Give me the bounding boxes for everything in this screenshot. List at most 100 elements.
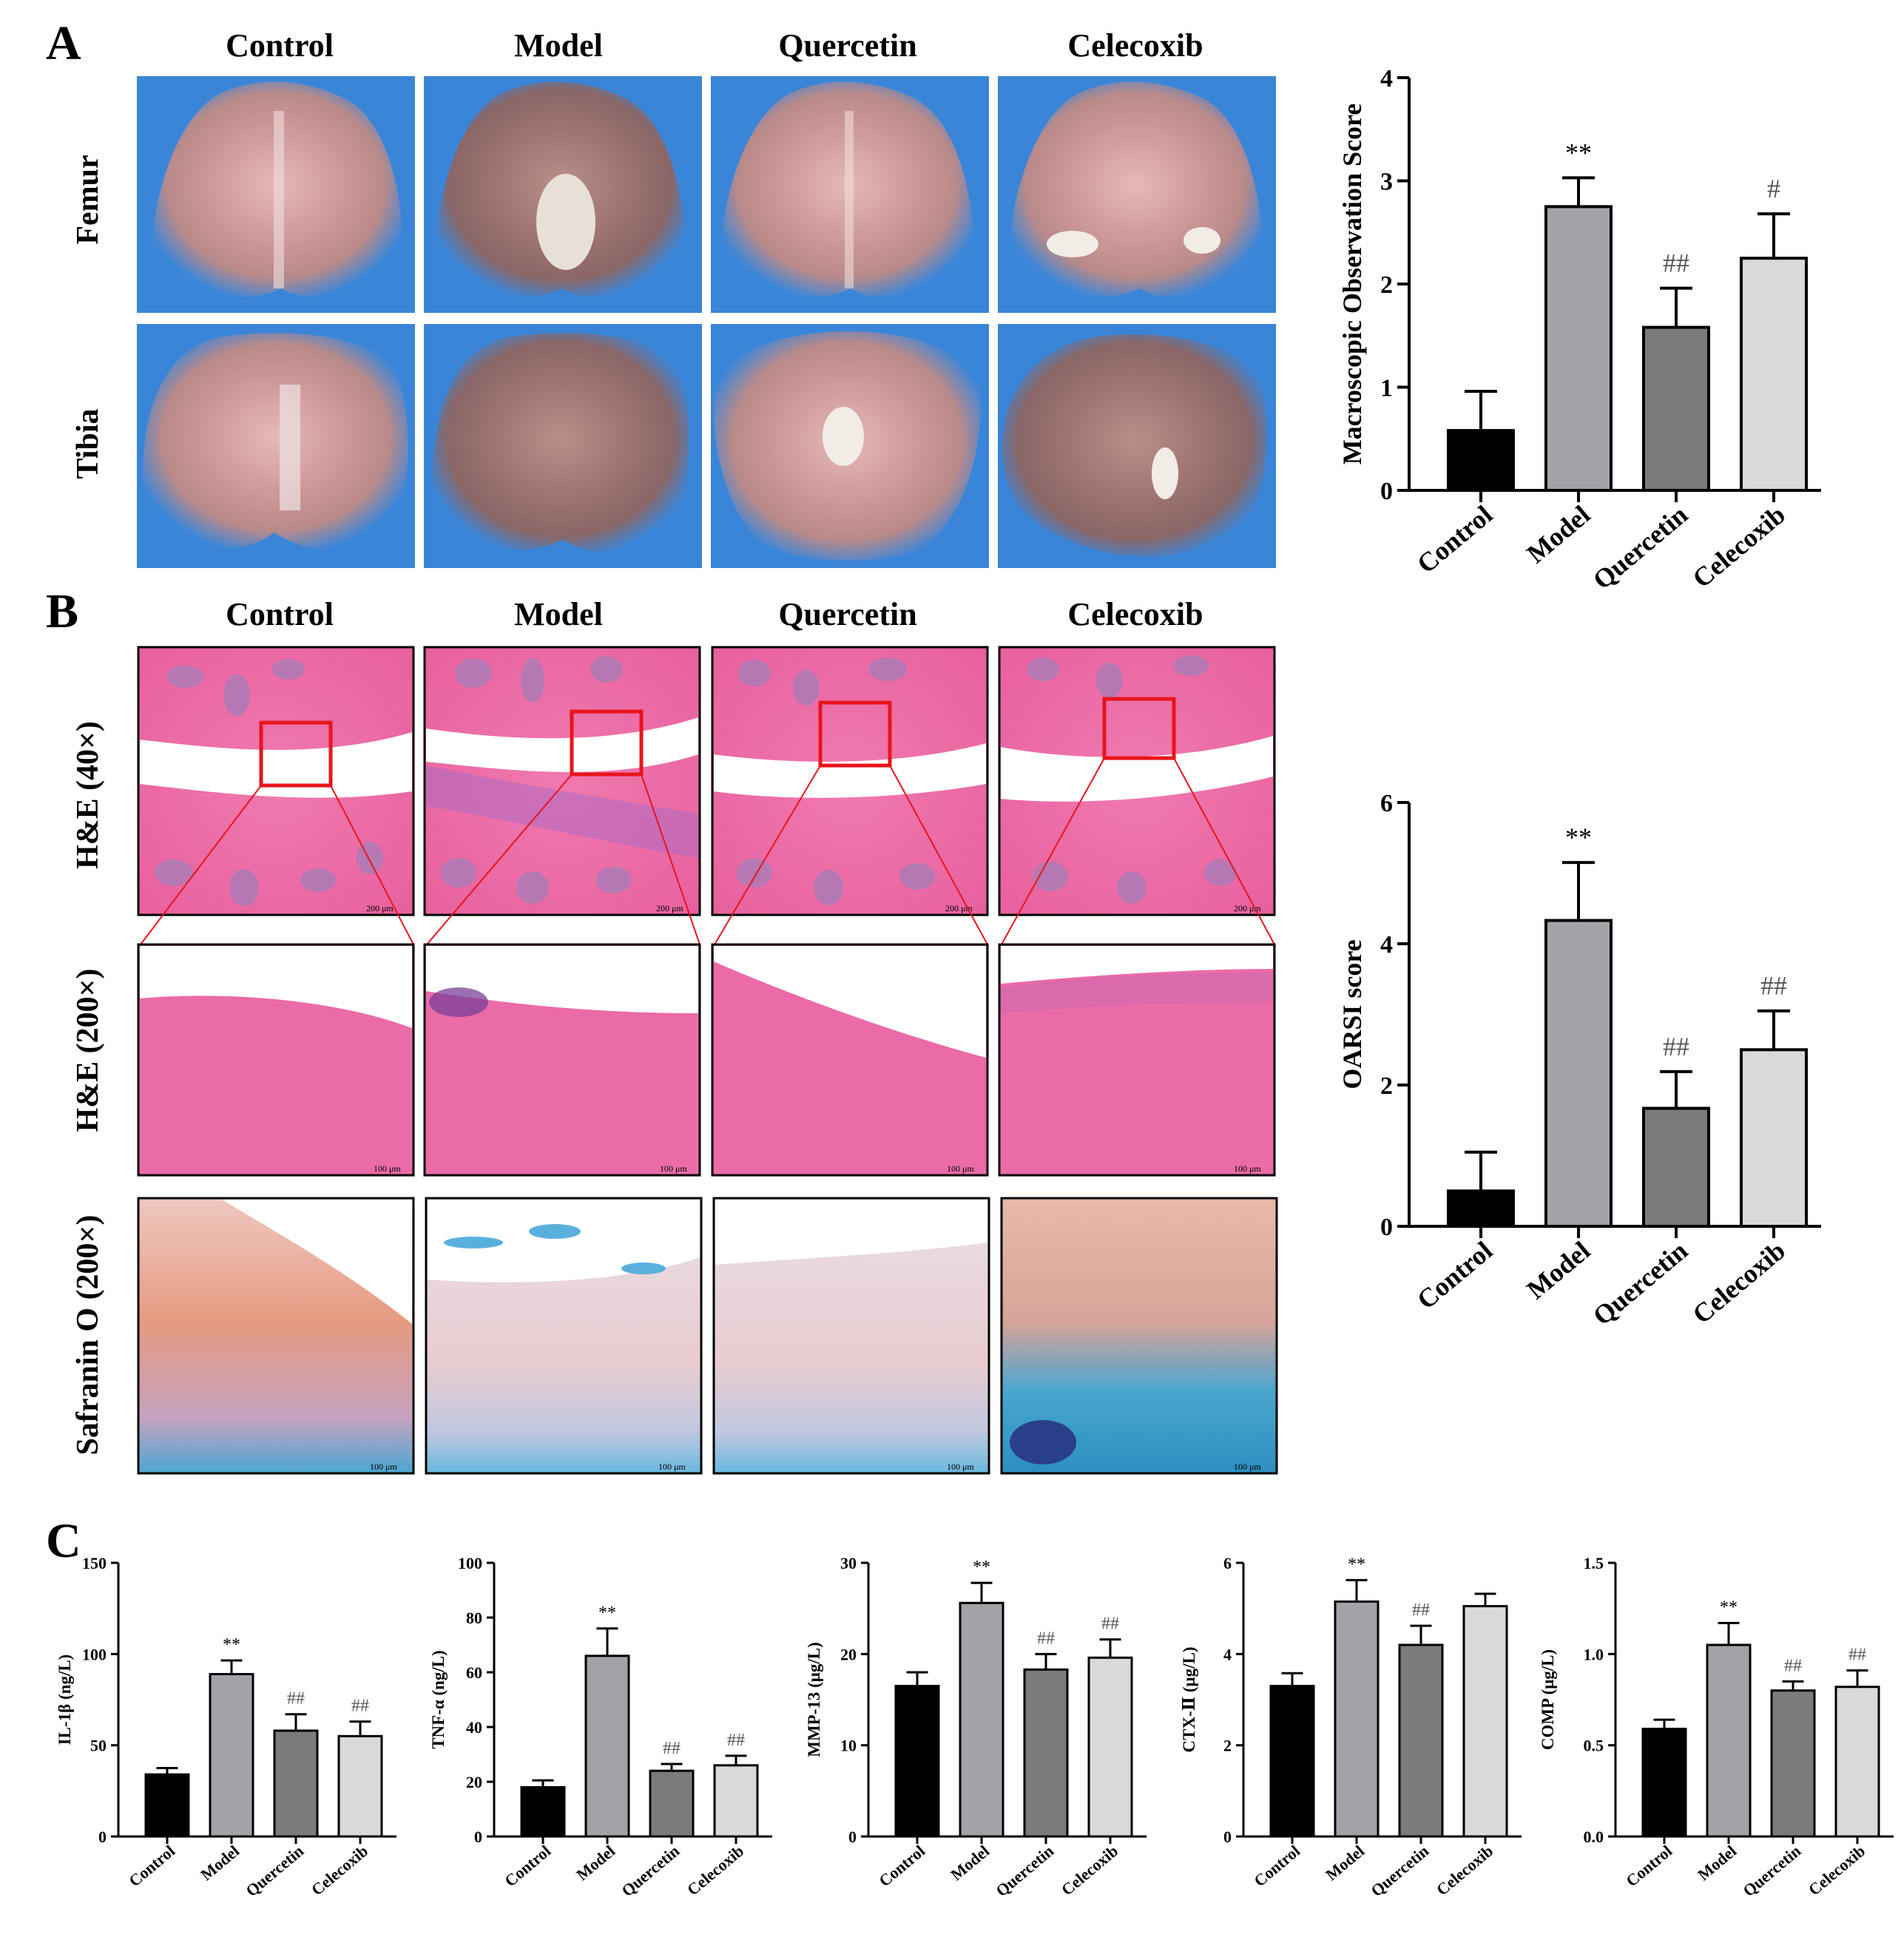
significance-mark: ##	[663, 1739, 681, 1758]
bar-quercetin	[1642, 1106, 1710, 1229]
category-label: Control	[1250, 1842, 1303, 1890]
panel-B-column-titles: Control Model Quercetin Celecoxib	[226, 596, 1203, 632]
y-tick-label: 6	[1223, 1554, 1232, 1572]
scalebar-safranin-celecoxib: 100 μm	[1234, 1461, 1261, 1472]
he40-celecoxib: 200 μm	[998, 646, 1276, 916]
y-tick-label: 3	[1380, 169, 1393, 196]
y-tick-label: 2	[1223, 1737, 1232, 1755]
y-tick-label: 50	[90, 1737, 107, 1755]
y-axis-label: COMP (μg/L)	[1539, 1649, 1557, 1750]
category-label: Quercetin	[992, 1842, 1057, 1900]
chart-ctx2: 0 2 4 6 CTX-Ⅱ (μg/L) Control ** Model ## Querceti…	[1180, 1554, 1522, 1900]
significance-mark: **	[973, 1558, 990, 1577]
category-label: Control	[501, 1842, 554, 1890]
bar-celecoxib	[713, 1764, 759, 1838]
category-label: Celecoxib	[1058, 1842, 1121, 1899]
category-label: Quercetin	[242, 1842, 307, 1900]
y-tick-label: 0	[1380, 1214, 1393, 1241]
panel-A-title-celecoxib: Celecoxib	[1067, 27, 1203, 64]
panel-A-photo-grid	[137, 76, 1276, 568]
scalebar-safranin-model: 100 μm	[658, 1461, 686, 1472]
he40-model: 200 μm	[423, 646, 701, 916]
bar-quercetin	[1770, 1689, 1816, 1838]
category-label: Quercetin	[1587, 1235, 1693, 1331]
bar-quercetin	[1398, 1643, 1444, 1838]
he200-model: 100 μm	[423, 943, 701, 1177]
significance-mark: **	[1720, 1598, 1738, 1617]
category-label: Control	[1622, 1842, 1675, 1890]
y-axis-label: CTX-Ⅱ (μg/L)	[1180, 1647, 1198, 1753]
bar-quercetin	[649, 1769, 695, 1838]
significance-mark: **	[1565, 138, 1592, 167]
significance-mark: **	[1348, 1555, 1365, 1574]
bar-model	[959, 1601, 1004, 1838]
safranin-control: 100 μm	[137, 1197, 415, 1475]
panel-label-A: A	[46, 16, 81, 70]
category-label: Control	[1411, 1235, 1498, 1314]
bar-control	[520, 1785, 566, 1838]
bar-celecoxib	[337, 1734, 383, 1838]
significance-mark: ##	[1663, 249, 1689, 278]
category-label: Celecoxib	[1687, 499, 1792, 593]
photo-femur-control	[137, 76, 415, 313]
photo-femur-quercetin	[711, 76, 989, 313]
scalebar-he40-celecoxib: 200 μm	[1234, 903, 1261, 913]
y-tick-label: 60	[466, 1663, 482, 1682]
y-tick-label: 0	[98, 1828, 107, 1846]
bar-quercetin	[273, 1729, 319, 1838]
bar-celecoxib	[1462, 1605, 1508, 1838]
bar-model	[1544, 919, 1613, 1228]
category-label: Model	[1521, 1235, 1596, 1305]
y-tick-label: 1.0	[1584, 1645, 1604, 1663]
scalebar-he200-celecoxib: 100 μm	[1234, 1163, 1261, 1174]
panel-label-B: B	[46, 584, 78, 638]
panel-A-column-titles: Control Model Quercetin Celecoxib	[226, 27, 1203, 64]
scalebar-safranin-quercetin: 100 μm	[947, 1461, 974, 1472]
bar-quercetin	[1023, 1668, 1069, 1838]
panel-B-title-control: Control	[226, 596, 334, 632]
significance-mark: ##	[1101, 1615, 1119, 1634]
he40-control: 200 μm	[137, 646, 415, 916]
y-tick-label: 100	[458, 1554, 482, 1572]
significance-mark: #	[1767, 174, 1780, 203]
category-label: Quercetin	[1739, 1842, 1804, 1900]
significance-mark: ##	[1784, 1656, 1802, 1675]
chart-comp: 0.0 0.5 1.0 1.5 COMP (μg/L) Control ** Model ## Q…	[1539, 1554, 1894, 1900]
bar-celecoxib	[1740, 257, 1808, 492]
y-axis-label: IL-1β (ng/L)	[55, 1655, 74, 1746]
chart-tnfa: 0 20 40 60 80 100 TNF-α (ng/L) Control ** Model ##…	[429, 1554, 772, 1900]
y-tick-label: 0.5	[1584, 1737, 1604, 1755]
photo-tibia-quercetin	[711, 324, 989, 568]
panel-B-title-celecoxib: Celecoxib	[1067, 596, 1203, 632]
y-tick-label: 80	[466, 1609, 482, 1627]
y-tick-label: 0	[1380, 478, 1393, 505]
category-label: Model	[573, 1842, 618, 1885]
category-label: Celecoxib	[308, 1842, 371, 1899]
bar-quercetin	[1642, 325, 1710, 492]
bar-celecoxib	[1740, 1048, 1808, 1228]
significance-mark: ##	[1412, 1601, 1430, 1620]
panel-A-row-tibia: Tibia	[71, 409, 105, 479]
y-tick-label: 150	[82, 1554, 107, 1572]
y-axis-label: MMP-13 (μg/L)	[805, 1642, 823, 1757]
category-label: Quercetin	[1587, 499, 1693, 595]
bar-celecoxib	[1834, 1686, 1880, 1838]
category-label: Quercetin	[1367, 1842, 1432, 1900]
significance-mark: ##	[351, 1697, 369, 1716]
chart-oarsi-score: 0 2 4 6 OARSI score Control ** Model ## Quercetin…	[1337, 790, 1821, 1331]
scalebar-he40-model: 200 μm	[656, 903, 683, 913]
y-tick-label: 4	[1380, 65, 1393, 92]
he40-quercetin: 200 μm	[711, 646, 989, 916]
y-tick-label: 0	[1223, 1828, 1232, 1846]
bar-model	[1334, 1600, 1380, 1838]
y-tick-label: 2	[1380, 1072, 1393, 1100]
safranin-celecoxib: 100 μm	[1000, 1197, 1278, 1475]
y-tick-label: 20	[466, 1773, 482, 1791]
photo-tibia-control	[137, 324, 415, 568]
significance-mark: **	[598, 1604, 616, 1623]
bar-model	[209, 1672, 254, 1838]
category-label: Control	[1411, 499, 1498, 578]
bar-celecoxib	[1087, 1656, 1133, 1838]
y-tick-label: 20	[840, 1645, 857, 1663]
bar-control	[1447, 1189, 1515, 1228]
